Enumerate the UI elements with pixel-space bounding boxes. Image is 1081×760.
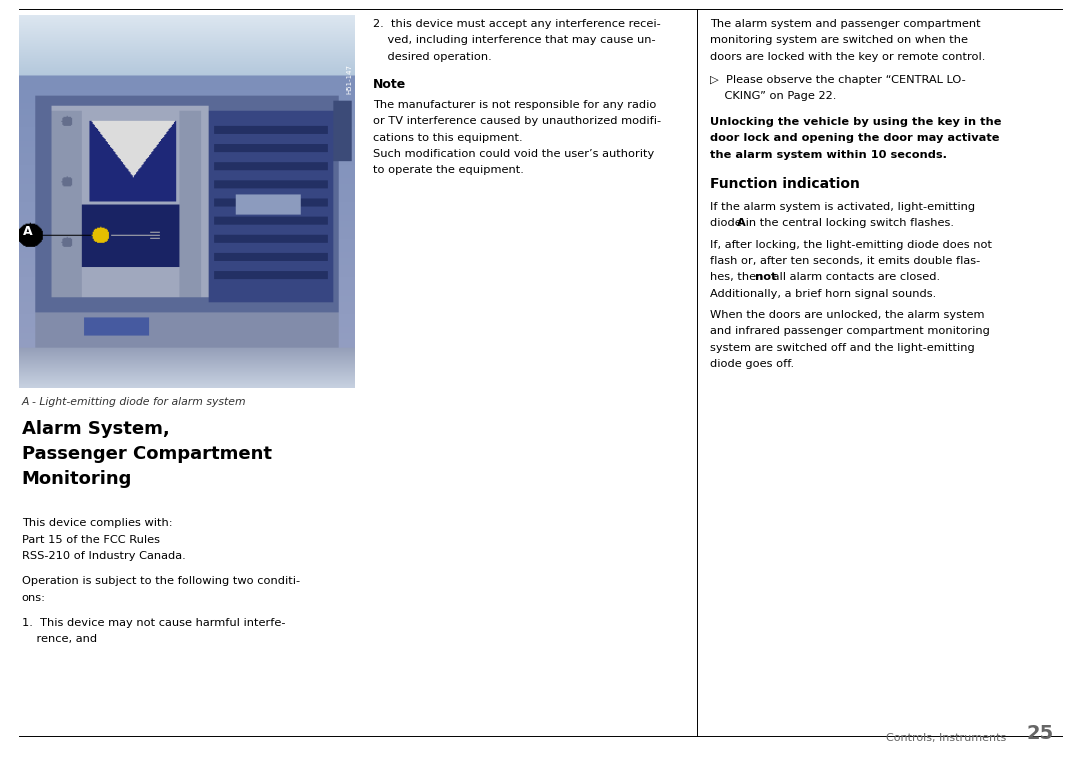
Text: ved, including interference that may cause un-: ved, including interference that may cau… [373,36,655,46]
Text: in the central locking switch flashes.: in the central locking switch flashes. [742,218,953,228]
Text: cations to this equipment.: cations to this equipment. [373,132,522,143]
Text: A: A [24,226,32,239]
Text: and infrared passenger compartment monitoring: and infrared passenger compartment monit… [710,326,990,336]
Text: flash or, after ten seconds, it emits double flas-: flash or, after ten seconds, it emits do… [710,256,980,266]
Text: 25: 25 [1027,724,1054,743]
Text: Additionally, a brief horn signal sounds.: Additionally, a brief horn signal sounds… [710,289,936,299]
Text: RSS-210 of Industry Canada.: RSS-210 of Industry Canada. [22,551,185,561]
Text: diode goes off.: diode goes off. [710,359,795,369]
Text: When the doors are unlocked, the alarm system: When the doors are unlocked, the alarm s… [710,310,985,320]
Text: The alarm system and passenger compartment: The alarm system and passenger compartme… [710,19,980,29]
Text: A: A [737,218,746,228]
Text: Monitoring: Monitoring [22,470,132,488]
Text: Unlocking the vehicle by using the key in the: Unlocking the vehicle by using the key i… [710,117,1002,127]
Text: If the alarm system is activated, light-emitting: If the alarm system is activated, light-… [710,202,975,212]
Text: not: not [756,272,776,282]
Text: This device complies with:: This device complies with: [22,518,172,528]
Text: diode: diode [710,218,746,228]
Text: Function indication: Function indication [710,178,860,192]
Text: CKING” on Page 22.: CKING” on Page 22. [710,91,837,101]
Text: The manufacturer is not responsible for any radio: The manufacturer is not responsible for … [373,100,656,110]
Text: door lock and opening the door may activate: door lock and opening the door may activ… [710,133,1000,144]
Text: rence, and: rence, and [22,635,96,644]
Text: Controls, Instruments: Controls, Instruments [886,733,1006,743]
Text: Part 15 of the FCC Rules: Part 15 of the FCC Rules [22,535,160,545]
Text: or TV interference caused by unauthorized modifi-: or TV interference caused by unauthorize… [373,116,662,126]
Text: ons:: ons: [22,593,45,603]
Text: hes, then: hes, then [710,272,768,282]
Text: Operation is subject to the following two conditi-: Operation is subject to the following tw… [22,576,299,586]
Text: the alarm system within 10 seconds.: the alarm system within 10 seconds. [710,150,947,160]
Text: A - Light-emitting diode for alarm system: A - Light-emitting diode for alarm syste… [22,397,246,407]
Text: system are switched off and the light-emitting: system are switched off and the light-em… [710,343,975,353]
Text: Passenger Compartment: Passenger Compartment [22,445,271,463]
Text: Alarm System,: Alarm System, [22,420,170,438]
Text: Note: Note [373,78,406,91]
Text: all alarm contacts are closed.: all alarm contacts are closed. [769,272,939,282]
Text: If, after locking, the light-emitting diode does not: If, after locking, the light-emitting di… [710,239,992,249]
Text: monitoring system are switched on when the: monitoring system are switched on when t… [710,36,969,46]
Text: desired operation.: desired operation. [373,52,492,62]
Text: Such modification could void the user’s authority: Such modification could void the user’s … [373,149,654,159]
Text: 2.  this device must accept any interference recei-: 2. this device must accept any interfere… [373,19,660,29]
Text: H51-147: H51-147 [346,64,352,93]
Text: 1.  This device may not cause harmful interfe-: 1. This device may not cause harmful int… [22,618,285,628]
Text: doors are locked with the key or remote control.: doors are locked with the key or remote … [710,52,986,62]
Text: to operate the equipment.: to operate the equipment. [373,165,524,176]
Text: ▷  Please observe the chapter “CENTRAL LO-: ▷ Please observe the chapter “CENTRAL LO… [710,74,966,84]
